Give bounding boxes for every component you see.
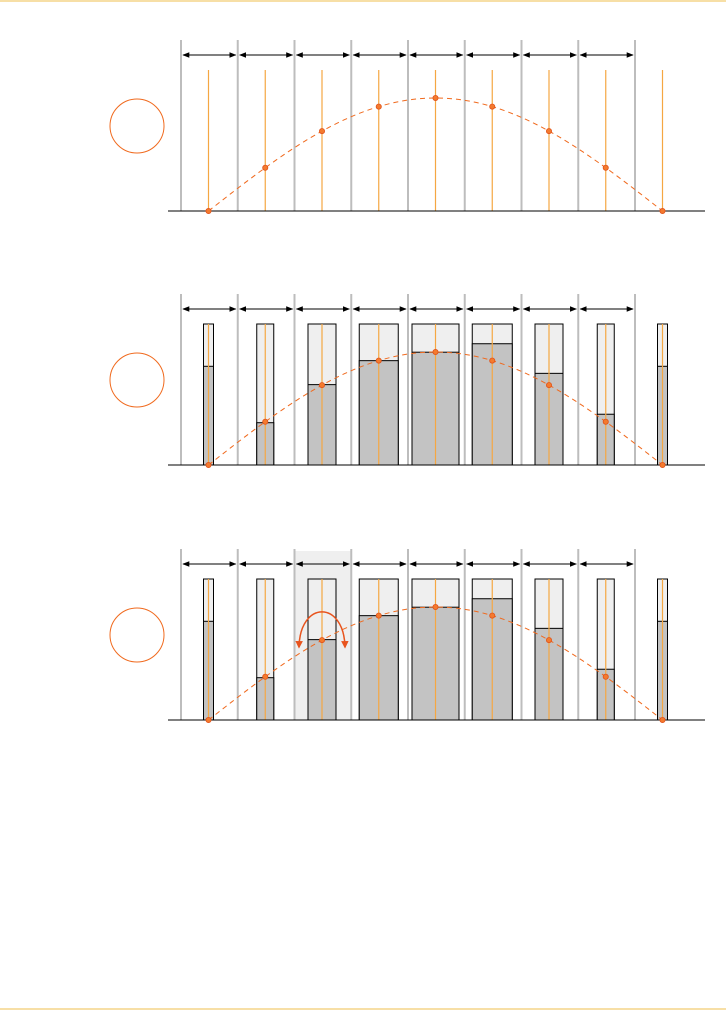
page-bottom-rule <box>0 1008 726 1010</box>
sample-point <box>318 382 325 389</box>
sample-point <box>489 357 496 364</box>
sample-point <box>432 348 439 355</box>
sample-point <box>546 382 553 389</box>
sample-point <box>546 637 553 644</box>
panel-label-circle-icon <box>109 607 165 663</box>
sample-point <box>489 103 496 110</box>
sample-point <box>432 95 439 102</box>
sample-point <box>659 717 666 724</box>
sample-point <box>432 604 439 611</box>
panel-label-circle-icon <box>109 352 165 408</box>
panel-point-samples <box>109 40 705 214</box>
sample-point <box>602 418 609 425</box>
sample-point <box>205 717 212 724</box>
sample-point <box>318 128 325 135</box>
sample-point <box>546 128 553 135</box>
sample-point <box>205 207 212 214</box>
panel-box-samples <box>109 294 705 468</box>
page-top-rule <box>0 0 726 2</box>
sample-point <box>375 612 382 619</box>
sampled-curve <box>208 606 663 721</box>
sample-point <box>375 103 382 110</box>
sample-point <box>602 164 609 171</box>
sample-point <box>262 673 269 680</box>
sample-point <box>318 637 325 644</box>
sample-point <box>205 461 212 468</box>
sample-point <box>489 612 496 619</box>
sample-point <box>659 207 666 214</box>
sample-point <box>602 673 609 680</box>
sample-point <box>375 357 382 364</box>
panel-label-circle-icon <box>109 98 165 154</box>
sample-point <box>659 461 666 468</box>
curved-double-arrow-icon <box>295 611 349 649</box>
sampled-curve <box>208 97 663 212</box>
sample-point <box>262 164 269 171</box>
sampled-curve <box>208 351 663 466</box>
panel-box-samples-redistributed <box>109 549 705 724</box>
sample-point <box>262 418 269 425</box>
